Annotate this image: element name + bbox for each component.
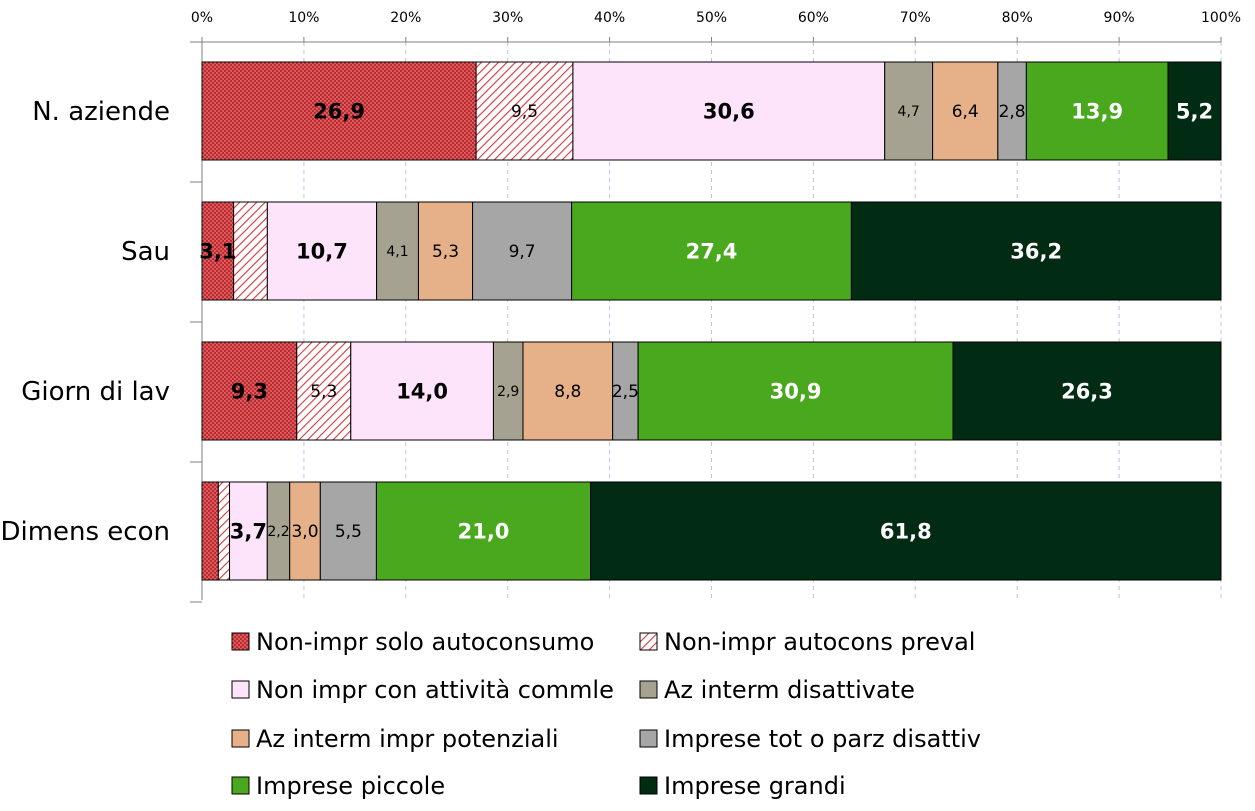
legend: Non-impr solo autoconsumo Non-impr autoco…	[231, 628, 981, 800]
bar-segment	[492, 341, 524, 441]
bar-segment	[571, 201, 852, 301]
bar-segment	[637, 341, 954, 441]
bar-segment	[350, 341, 494, 441]
x-tick-label: 100%	[1201, 10, 1241, 26]
data-label: 2,2	[267, 524, 289, 540]
data-label: 14,0	[396, 380, 448, 404]
data-label: 30,6	[703, 100, 755, 124]
data-label: 9,3	[231, 380, 268, 404]
x-tick-label: 70%	[900, 10, 931, 26]
bar-segment	[296, 341, 352, 441]
value-labels: 26,9 9,5 30,6 4,7 6,4 2,8 13,9 5,2 3,1 10,7 4,1 5,3…	[199, 100, 1213, 544]
data-label: 13,9	[1071, 100, 1123, 124]
legend-label: Imprese grandi	[664, 772, 846, 800]
data-label: 5,3	[432, 242, 459, 262]
data-label: 5,2	[1176, 100, 1213, 124]
bar-segment	[376, 201, 419, 301]
bar-segment	[572, 61, 886, 161]
data-label: 2,5	[612, 382, 639, 402]
axes: 0% 10% 20% 30% 40% 50% 60% 70% 80% 90% 100% N. azie…	[0, 10, 1241, 603]
data-label: 6,4	[952, 102, 979, 122]
data-label: 27,4	[686, 240, 738, 264]
bar-segment	[472, 201, 573, 301]
legend-swatch	[639, 776, 658, 795]
x-tick-label: 40%	[594, 10, 625, 26]
x-tick-label: 60%	[798, 10, 829, 26]
bar-segment	[1167, 61, 1222, 161]
bar-segment	[217, 481, 231, 581]
category-label: Giorn di lav	[21, 377, 170, 407]
bar-segment	[229, 481, 268, 581]
bar-segment	[233, 201, 268, 301]
legend-swatch	[639, 729, 658, 748]
data-label: 10,7	[296, 240, 348, 264]
legend-label: Az interm disattivate	[664, 676, 915, 704]
legend-label: Non impr con attività commle	[256, 676, 614, 704]
data-label: 9,7	[509, 242, 536, 262]
bar-segment	[319, 481, 377, 581]
data-label: 9,5	[511, 102, 538, 122]
legend-swatch	[231, 776, 250, 795]
bar-segment	[522, 341, 614, 441]
bar-segment	[201, 341, 298, 441]
legend-swatch	[639, 632, 658, 651]
x-tick-label: 20%	[390, 10, 421, 26]
legend-label: Non-impr autocons preval	[664, 628, 975, 656]
bar-segment	[850, 201, 1222, 301]
bar-segment	[201, 481, 219, 581]
legend-label: Imprese tot o parz disattiv	[664, 725, 981, 753]
legend-label: Non-impr solo autoconsumo	[256, 628, 594, 656]
bar-segment	[590, 481, 1222, 581]
legend-label: Az interm impr potenziali	[256, 725, 559, 753]
x-tick-label: 30%	[492, 10, 523, 26]
bars	[201, 61, 1222, 581]
x-tick-label: 10%	[288, 10, 319, 26]
category-label: Sau	[121, 237, 170, 267]
legend-swatch	[639, 680, 658, 699]
bar-segment	[201, 201, 235, 301]
legend-swatch	[231, 680, 250, 699]
data-label: 61,8	[880, 520, 932, 544]
data-label: 5,5	[335, 522, 362, 542]
data-label: 3,0	[291, 522, 318, 542]
legend-label: Imprese piccole	[256, 772, 445, 800]
data-label: 2,9	[497, 384, 519, 400]
bar-segment	[952, 341, 1222, 441]
data-label: 30,9	[770, 380, 822, 404]
legend-swatch	[231, 632, 250, 651]
bar-segment	[201, 61, 477, 161]
bar-segment	[475, 61, 574, 161]
x-tick-label: 80%	[1002, 10, 1033, 26]
bar-segment	[266, 201, 378, 301]
data-label: 36,2	[1010, 240, 1062, 264]
category-label: Dimens econ	[0, 517, 170, 547]
data-label: 26,9	[313, 100, 365, 124]
category-label: N. aziende	[32, 97, 170, 127]
data-label: 3,7	[230, 520, 267, 544]
data-label: 26,3	[1061, 380, 1113, 404]
x-tick-label: 50%	[696, 10, 727, 26]
x-tick-label: 0%	[191, 10, 213, 26]
data-label: 4,7	[898, 104, 920, 120]
bar-segment	[1025, 61, 1169, 161]
data-label: 8,8	[554, 382, 581, 402]
data-label: 4,1	[386, 244, 408, 260]
bar-segment	[289, 481, 321, 581]
data-label: 5,3	[310, 382, 337, 402]
data-label: 3,1	[199, 240, 236, 264]
data-label: 2,8	[999, 102, 1026, 122]
x-tick-label: 90%	[1104, 10, 1135, 26]
data-label: 21,0	[458, 520, 510, 544]
legend-swatch	[231, 729, 250, 748]
